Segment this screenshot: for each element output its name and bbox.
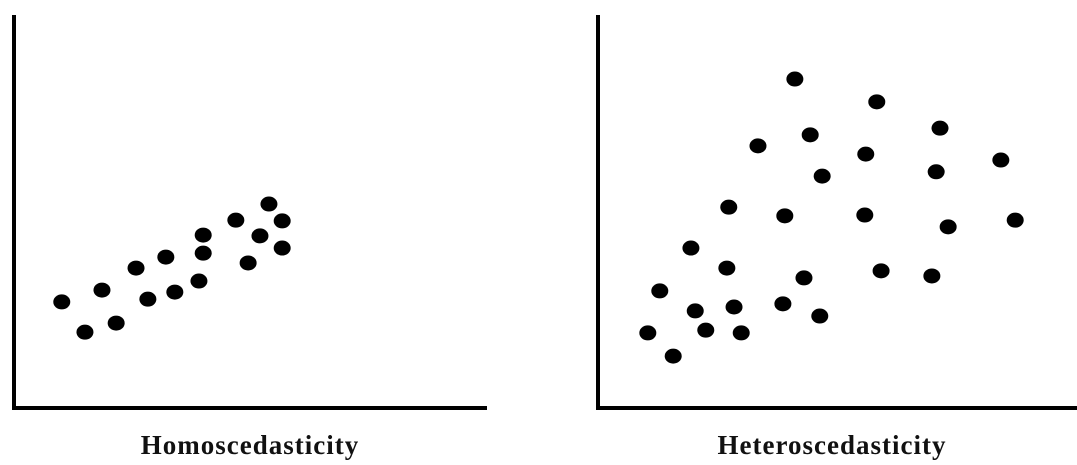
point [107,315,125,331]
chart-title: Heteroscedasticity [718,430,947,460]
point [732,325,750,341]
point [718,260,736,276]
point [927,164,945,180]
point [166,284,184,300]
point [720,199,738,215]
point [857,146,875,162]
point [786,71,804,87]
point [749,138,767,154]
point [190,273,208,289]
point [273,240,291,256]
point [856,207,874,223]
point [923,268,941,284]
chart-title: Homoscedasticity [141,430,359,460]
point [682,240,700,256]
point [194,245,212,261]
point [872,263,890,279]
point [93,282,111,298]
point [725,299,743,315]
point [795,270,813,286]
point [697,322,715,338]
point [664,348,682,364]
point [811,308,829,324]
point [227,212,245,228]
point [931,120,949,136]
point [76,324,94,340]
point [868,94,886,110]
point [194,227,212,243]
point [939,219,957,235]
point [992,152,1010,168]
point [776,208,794,224]
point [273,213,291,229]
point [127,260,145,276]
point [239,255,257,271]
point [651,283,669,299]
point [686,303,704,319]
point [813,168,831,184]
point [260,196,278,212]
point [801,127,819,143]
point [1006,212,1024,228]
point [157,249,175,265]
point [639,325,657,341]
point [139,291,157,307]
point [53,294,71,310]
point [251,228,269,244]
point [774,296,792,312]
